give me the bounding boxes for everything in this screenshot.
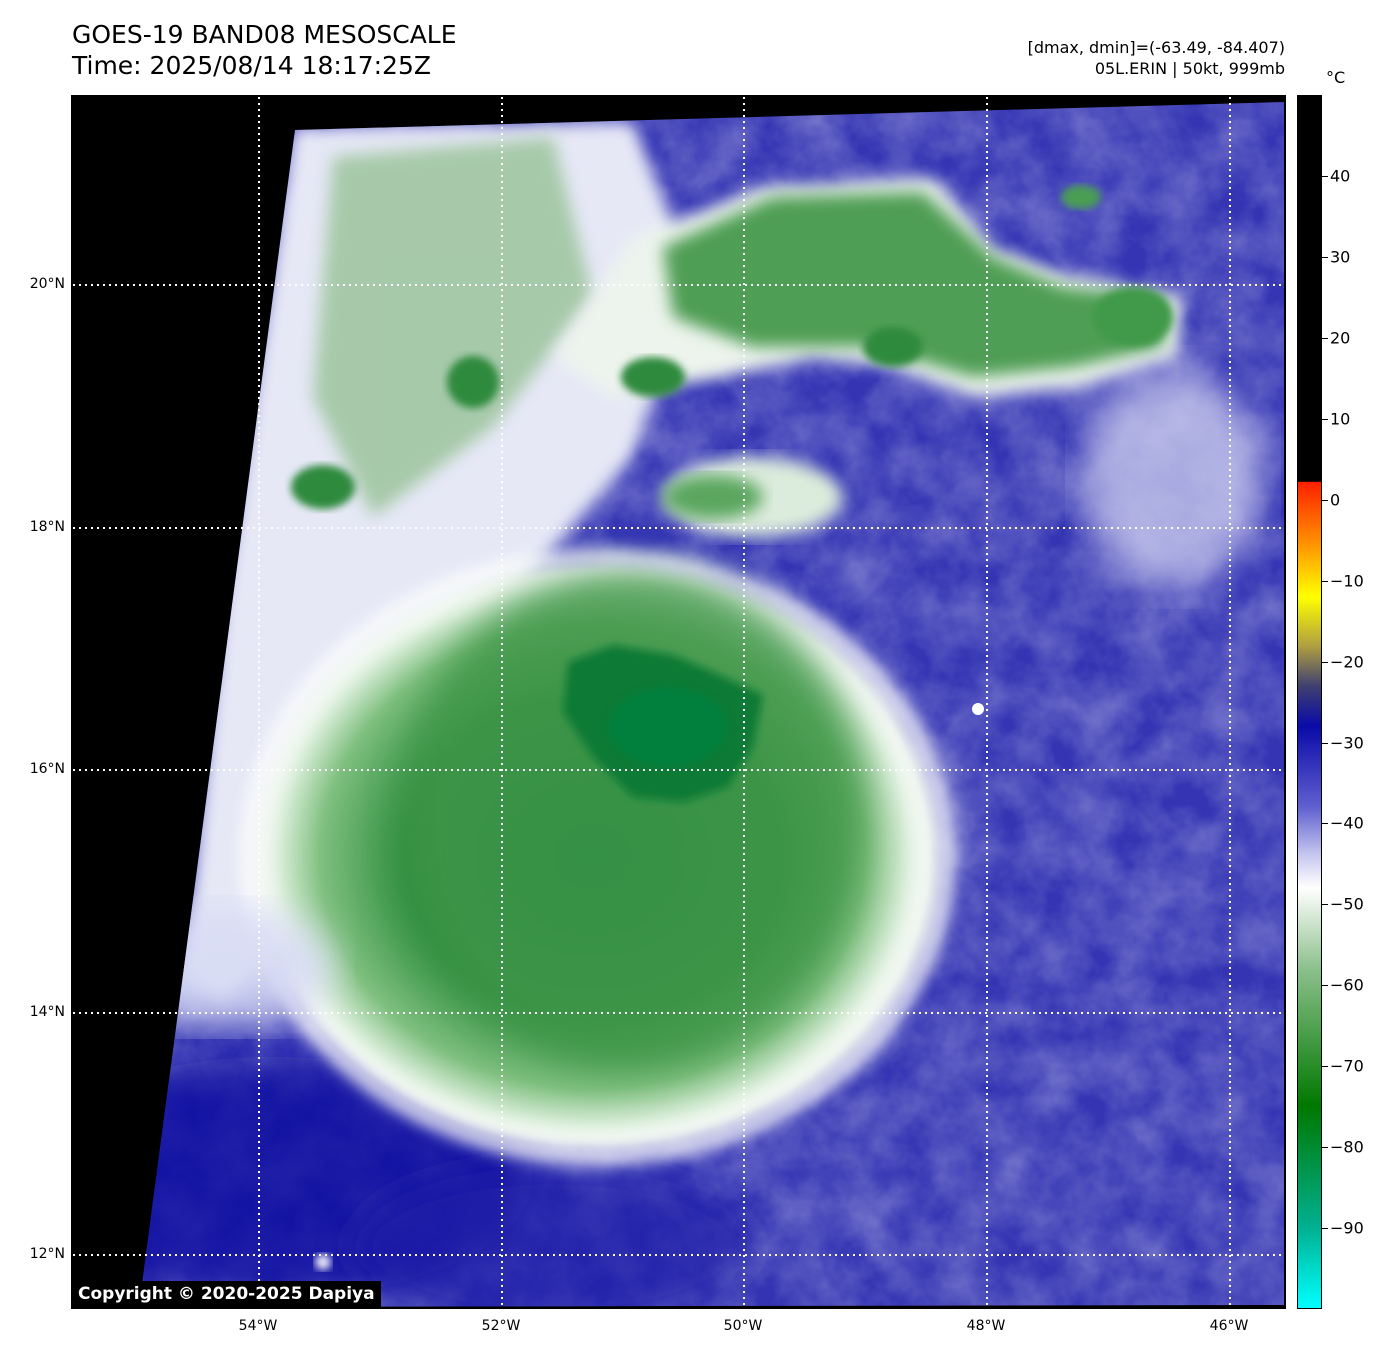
colorbar-tick — [1322, 256, 1328, 258]
colorbar-tick — [1322, 175, 1328, 177]
colorbar-tick — [1322, 1066, 1328, 1068]
image-timestamp: Time: 2025/08/14 18:17:25Z — [72, 51, 431, 80]
colorbar-unit: °C — [1326, 68, 1346, 87]
lon-label-52w: 52°W — [481, 1318, 521, 1334]
colorbar-tick — [1322, 823, 1328, 825]
colorbar-tick — [1322, 499, 1328, 501]
colorbar-tick-label: −40 — [1330, 813, 1364, 833]
graticule — [73, 97, 1284, 1307]
lat-label-12n: 12°N — [29, 1246, 65, 1262]
lat-label-16n: 16°N — [29, 761, 65, 777]
lat-label-18n: 18°N — [29, 519, 65, 535]
colorbar-tick — [1322, 1228, 1328, 1230]
lon-label-46w: 46°W — [1209, 1318, 1249, 1334]
colorbar-tick — [1322, 1147, 1328, 1149]
colorbar-tick-label: 40 — [1330, 166, 1351, 186]
copyright-notice: Copyright © 2020-2025 Dapiya — [72, 1281, 381, 1308]
colorbar-tick-label: 10 — [1330, 409, 1351, 429]
colorbar-tick-label: −30 — [1330, 733, 1364, 752]
colorbar-tick-label: −80 — [1330, 1137, 1364, 1157]
colorbar-tick — [1322, 418, 1328, 420]
colorbar-tick-label: −60 — [1330, 975, 1364, 995]
colorbar-tick-label: −20 — [1330, 652, 1364, 671]
colorbar-tick — [1322, 742, 1328, 744]
colorbar-tick — [1322, 337, 1328, 339]
colorbar-tick-label: −90 — [1330, 1218, 1364, 1238]
colorbar — [1297, 95, 1322, 1309]
colorbar-tick-label: 0 — [1330, 490, 1341, 510]
lat-label-14n: 14°N — [29, 1004, 65, 1020]
colorbar-tick — [1322, 985, 1328, 987]
lon-label-54w: 54°W — [238, 1318, 278, 1334]
colorbar-tick-label: 20 — [1330, 328, 1351, 348]
lat-label-20n: 20°N — [29, 276, 65, 292]
colorbar-tick-label: −70 — [1330, 1056, 1364, 1076]
satellite-map — [71, 95, 1286, 1309]
image-title: GOES-19 BAND08 MESOSCALE — [72, 20, 457, 49]
colorbar-tick-label: −10 — [1330, 571, 1364, 591]
temperature-range-info: [dmax, dmin]=(-63.49, -84.407) — [1027, 38, 1285, 57]
colorbar-tick-label: 30 — [1330, 247, 1351, 267]
colorbar-tick — [1322, 661, 1328, 663]
lon-label-48w: 48°W — [966, 1318, 1006, 1334]
lon-label-50w: 50°W — [723, 1318, 763, 1334]
satellite-data-region — [139, 102, 1284, 1307]
colorbar-tick-label: −50 — [1330, 894, 1364, 914]
storm-info: 05L.ERIN | 50kt, 999mb — [1094, 59, 1285, 78]
colorbar-tick — [1322, 580, 1328, 582]
satellite-imagery — [73, 97, 1284, 1307]
colorbar-tick — [1322, 904, 1328, 906]
